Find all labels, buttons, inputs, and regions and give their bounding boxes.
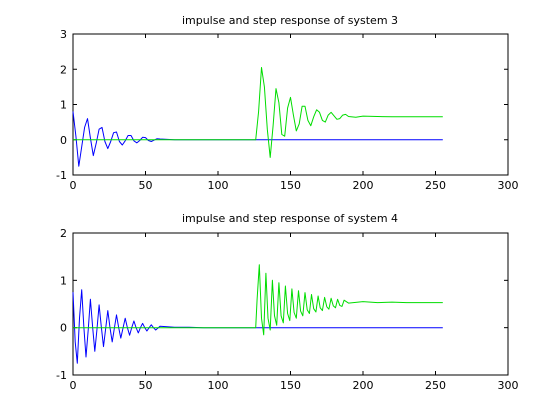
subplot-title: impulse and step response of system 4 (182, 212, 398, 225)
series-lines (72, 264, 443, 364)
series-line-impulse (72, 289, 443, 364)
x-tick-label: 300 (498, 179, 519, 192)
x-tick-label: 100 (208, 179, 229, 192)
x-tick-label: 250 (425, 179, 446, 192)
x-tick-label: 150 (280, 379, 301, 392)
subplot-title: impulse and step response of system 3 (182, 14, 398, 27)
x-tick-label: 50 (139, 379, 153, 392)
y-tick-label: 2 (60, 227, 67, 240)
y-tick-label: -1 (56, 369, 67, 382)
series-line-step (73, 264, 443, 336)
y-tick-label: 2 (60, 63, 67, 76)
x-tick-label: 0 (70, 379, 77, 392)
y-tick-label: 3 (60, 28, 67, 41)
subplot-system-3: impulse and step response of system 3 0 5… (56, 14, 518, 192)
x-tick-label: 50 (139, 179, 153, 192)
x-tick-label: 300 (498, 379, 519, 392)
x-tick-label: 100 (208, 379, 229, 392)
x-tick-label: 0 (70, 179, 77, 192)
y-tick-label: -1 (56, 169, 67, 182)
plot-area-frame (72, 33, 509, 176)
subplot-system-4: impulse and step response of system 4 0 5… (56, 212, 518, 392)
x-tick-label: 200 (353, 379, 374, 392)
series-line-step (73, 67, 443, 158)
y-tick-label: 0 (60, 134, 67, 147)
y-tick-label: 0 (60, 322, 67, 335)
y-tick-label: 1 (60, 99, 67, 112)
series-lines (72, 67, 443, 167)
x-tick-label: 150 (280, 179, 301, 192)
x-tick-label: 250 (425, 379, 446, 392)
y-tick-label: 1 (60, 274, 67, 287)
x-tick-label: 200 (353, 179, 374, 192)
